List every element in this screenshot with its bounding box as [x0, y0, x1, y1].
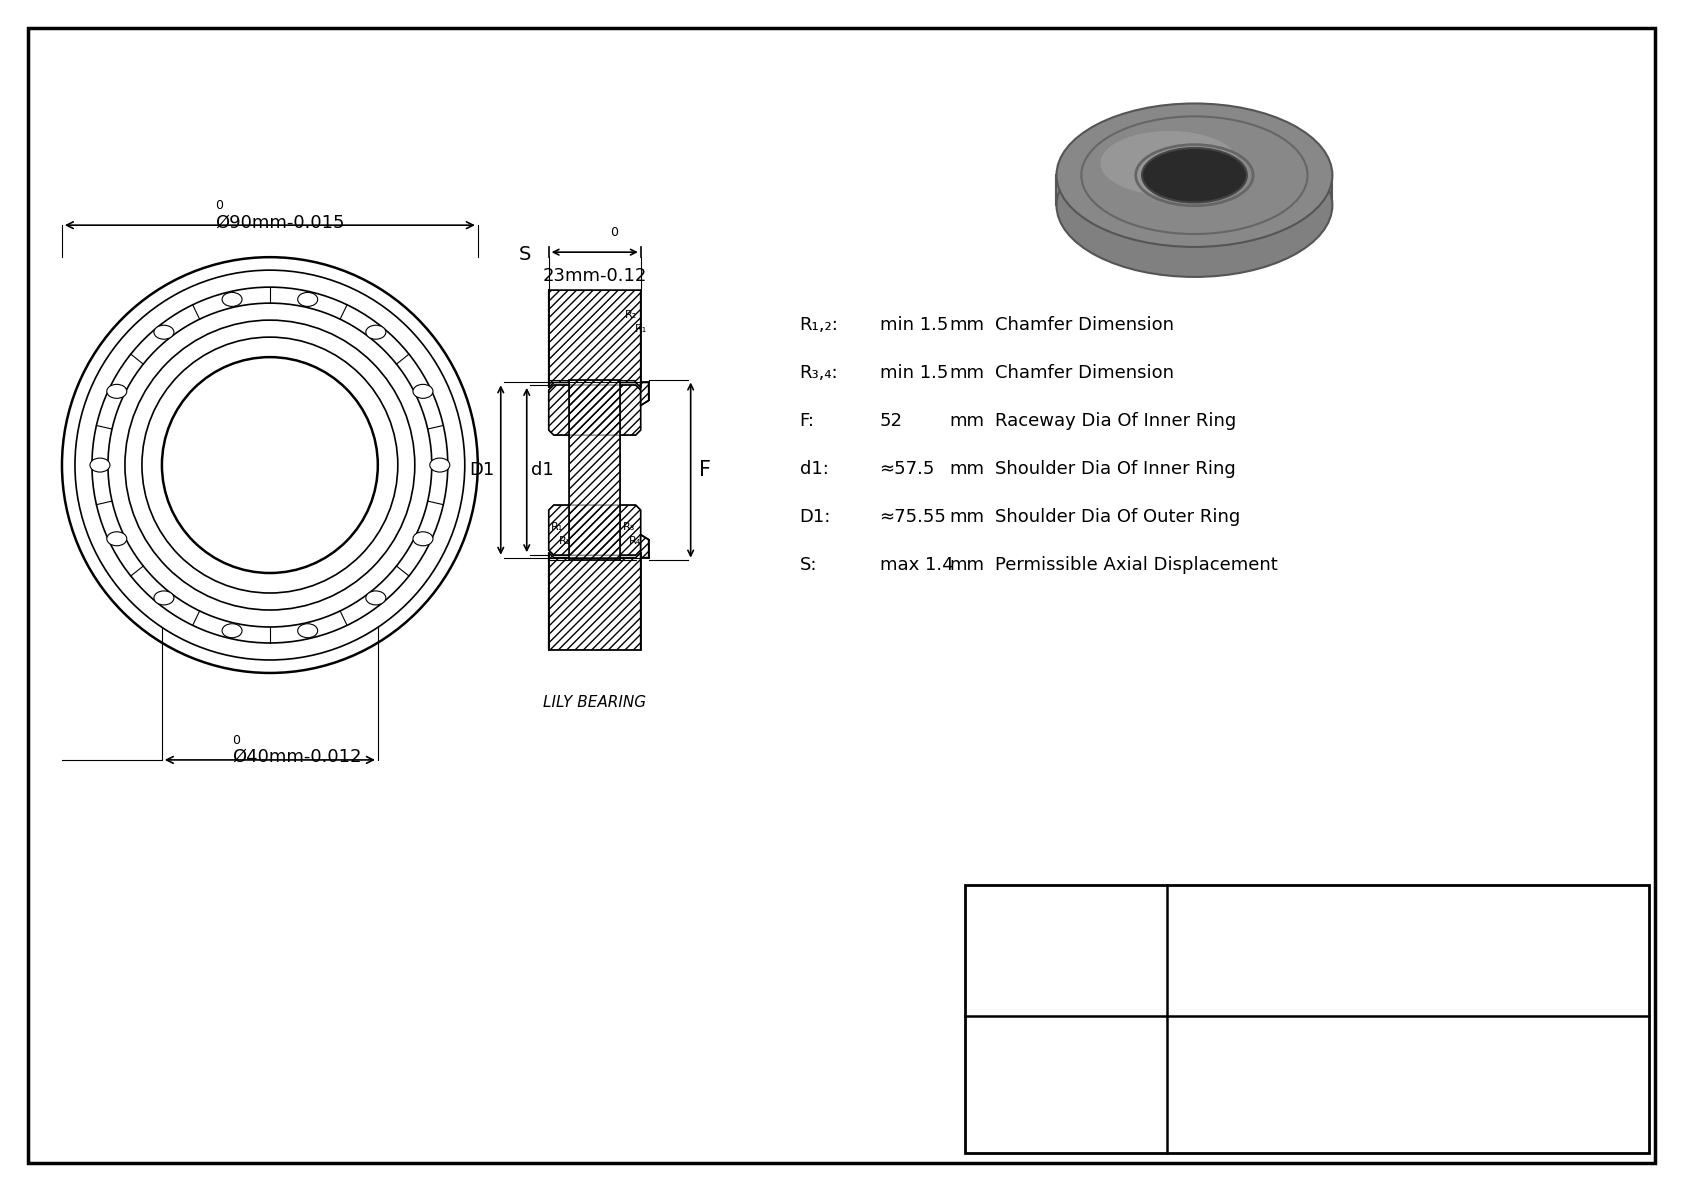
- Ellipse shape: [1056, 133, 1332, 278]
- Text: 52: 52: [879, 412, 903, 430]
- Text: mm: mm: [950, 316, 985, 335]
- Bar: [569, 380, 620, 561]
- Ellipse shape: [89, 459, 109, 472]
- Text: min 1.5: min 1.5: [879, 316, 948, 335]
- Ellipse shape: [298, 624, 318, 637]
- Text: Chamfer Dimension: Chamfer Dimension: [995, 316, 1174, 335]
- Ellipse shape: [1142, 148, 1246, 202]
- Polygon shape: [640, 382, 648, 405]
- Text: 0: 0: [610, 226, 618, 239]
- Text: R₁,₂:: R₁,₂:: [800, 316, 839, 335]
- Text: ≈75.55: ≈75.55: [879, 509, 946, 526]
- Text: R₂: R₂: [625, 310, 637, 320]
- Ellipse shape: [413, 385, 433, 398]
- Text: R₄: R₄: [628, 536, 642, 545]
- Polygon shape: [549, 385, 640, 435]
- Text: ®: ®: [1108, 921, 1127, 940]
- Ellipse shape: [62, 257, 478, 673]
- Ellipse shape: [413, 532, 433, 545]
- Text: F:: F:: [800, 412, 815, 430]
- Polygon shape: [549, 505, 640, 555]
- Bar: [965, 885, 1649, 1153]
- Ellipse shape: [153, 325, 173, 339]
- Ellipse shape: [222, 293, 242, 306]
- Polygon shape: [549, 553, 640, 650]
- Text: mm: mm: [950, 556, 985, 574]
- Text: SHANGHAI LILY BEARING LIMITED: SHANGHAI LILY BEARING LIMITED: [1224, 922, 1591, 941]
- Ellipse shape: [162, 357, 377, 573]
- Ellipse shape: [93, 287, 448, 643]
- Text: ≈57.5: ≈57.5: [879, 460, 935, 478]
- Text: 0: 0: [216, 199, 222, 212]
- Text: mm: mm: [950, 364, 985, 382]
- Ellipse shape: [76, 270, 465, 660]
- Bar: [1142, 175, 1246, 205]
- Text: R₃: R₃: [623, 522, 635, 531]
- Text: Permissible Axial Displacement: Permissible Axial Displacement: [995, 556, 1276, 574]
- Text: Raceway Dia Of Inner Ring: Raceway Dia Of Inner Ring: [995, 412, 1236, 430]
- Text: min 1.5: min 1.5: [879, 364, 948, 382]
- Ellipse shape: [1100, 131, 1238, 195]
- Ellipse shape: [108, 304, 431, 626]
- Text: R₁: R₁: [635, 324, 647, 335]
- Polygon shape: [640, 535, 648, 557]
- Text: mm: mm: [950, 412, 985, 430]
- Text: Ø90mm-0.015: Ø90mm-0.015: [216, 213, 345, 231]
- Text: max 1.4: max 1.4: [879, 556, 953, 574]
- Ellipse shape: [106, 532, 126, 545]
- Ellipse shape: [429, 459, 450, 472]
- Text: NJ 308 ECML Cylindrical Roller Bearings: NJ 308 ECML Cylindrical Roller Bearings: [1191, 1075, 1625, 1093]
- Text: LILY: LILY: [1004, 925, 1127, 979]
- Text: 23mm-0.12: 23mm-0.12: [542, 267, 647, 285]
- Ellipse shape: [106, 385, 126, 398]
- Text: R₃,₄:: R₃,₄:: [800, 364, 839, 382]
- Ellipse shape: [153, 591, 173, 605]
- Text: Part
Numbe: Part Numbe: [1032, 1065, 1098, 1104]
- Text: Shoulder Dia Of Inner Ring: Shoulder Dia Of Inner Ring: [995, 460, 1236, 478]
- Ellipse shape: [222, 624, 242, 637]
- Text: R₁: R₁: [551, 522, 562, 531]
- Text: F: F: [699, 460, 711, 480]
- Ellipse shape: [1056, 104, 1332, 247]
- Text: d1:: d1:: [800, 460, 829, 478]
- Ellipse shape: [141, 337, 397, 593]
- Text: Ø40mm-0.012: Ø40mm-0.012: [232, 748, 362, 766]
- Bar: [569, 380, 620, 561]
- Ellipse shape: [365, 591, 386, 605]
- Text: mm: mm: [950, 509, 985, 526]
- Ellipse shape: [125, 320, 414, 610]
- Ellipse shape: [298, 293, 318, 306]
- Polygon shape: [1056, 175, 1332, 205]
- Text: D1:: D1:: [800, 509, 830, 526]
- Text: mm: mm: [950, 460, 985, 478]
- Text: S:: S:: [800, 556, 817, 574]
- Text: Email: lilybearing@lily-bearing.com: Email: lilybearing@lily-bearing.com: [1261, 971, 1554, 989]
- Text: R₂: R₂: [559, 536, 571, 545]
- Ellipse shape: [365, 325, 386, 339]
- Text: S: S: [519, 244, 530, 263]
- Ellipse shape: [1142, 177, 1246, 232]
- Text: D1: D1: [470, 461, 495, 479]
- Text: 0: 0: [232, 734, 239, 747]
- Polygon shape: [549, 291, 640, 387]
- Text: Chamfer Dimension: Chamfer Dimension: [995, 364, 1174, 382]
- Text: d1: d1: [530, 461, 554, 479]
- Text: Shoulder Dia Of Outer Ring: Shoulder Dia Of Outer Ring: [995, 509, 1239, 526]
- Text: LILY BEARING: LILY BEARING: [544, 696, 647, 710]
